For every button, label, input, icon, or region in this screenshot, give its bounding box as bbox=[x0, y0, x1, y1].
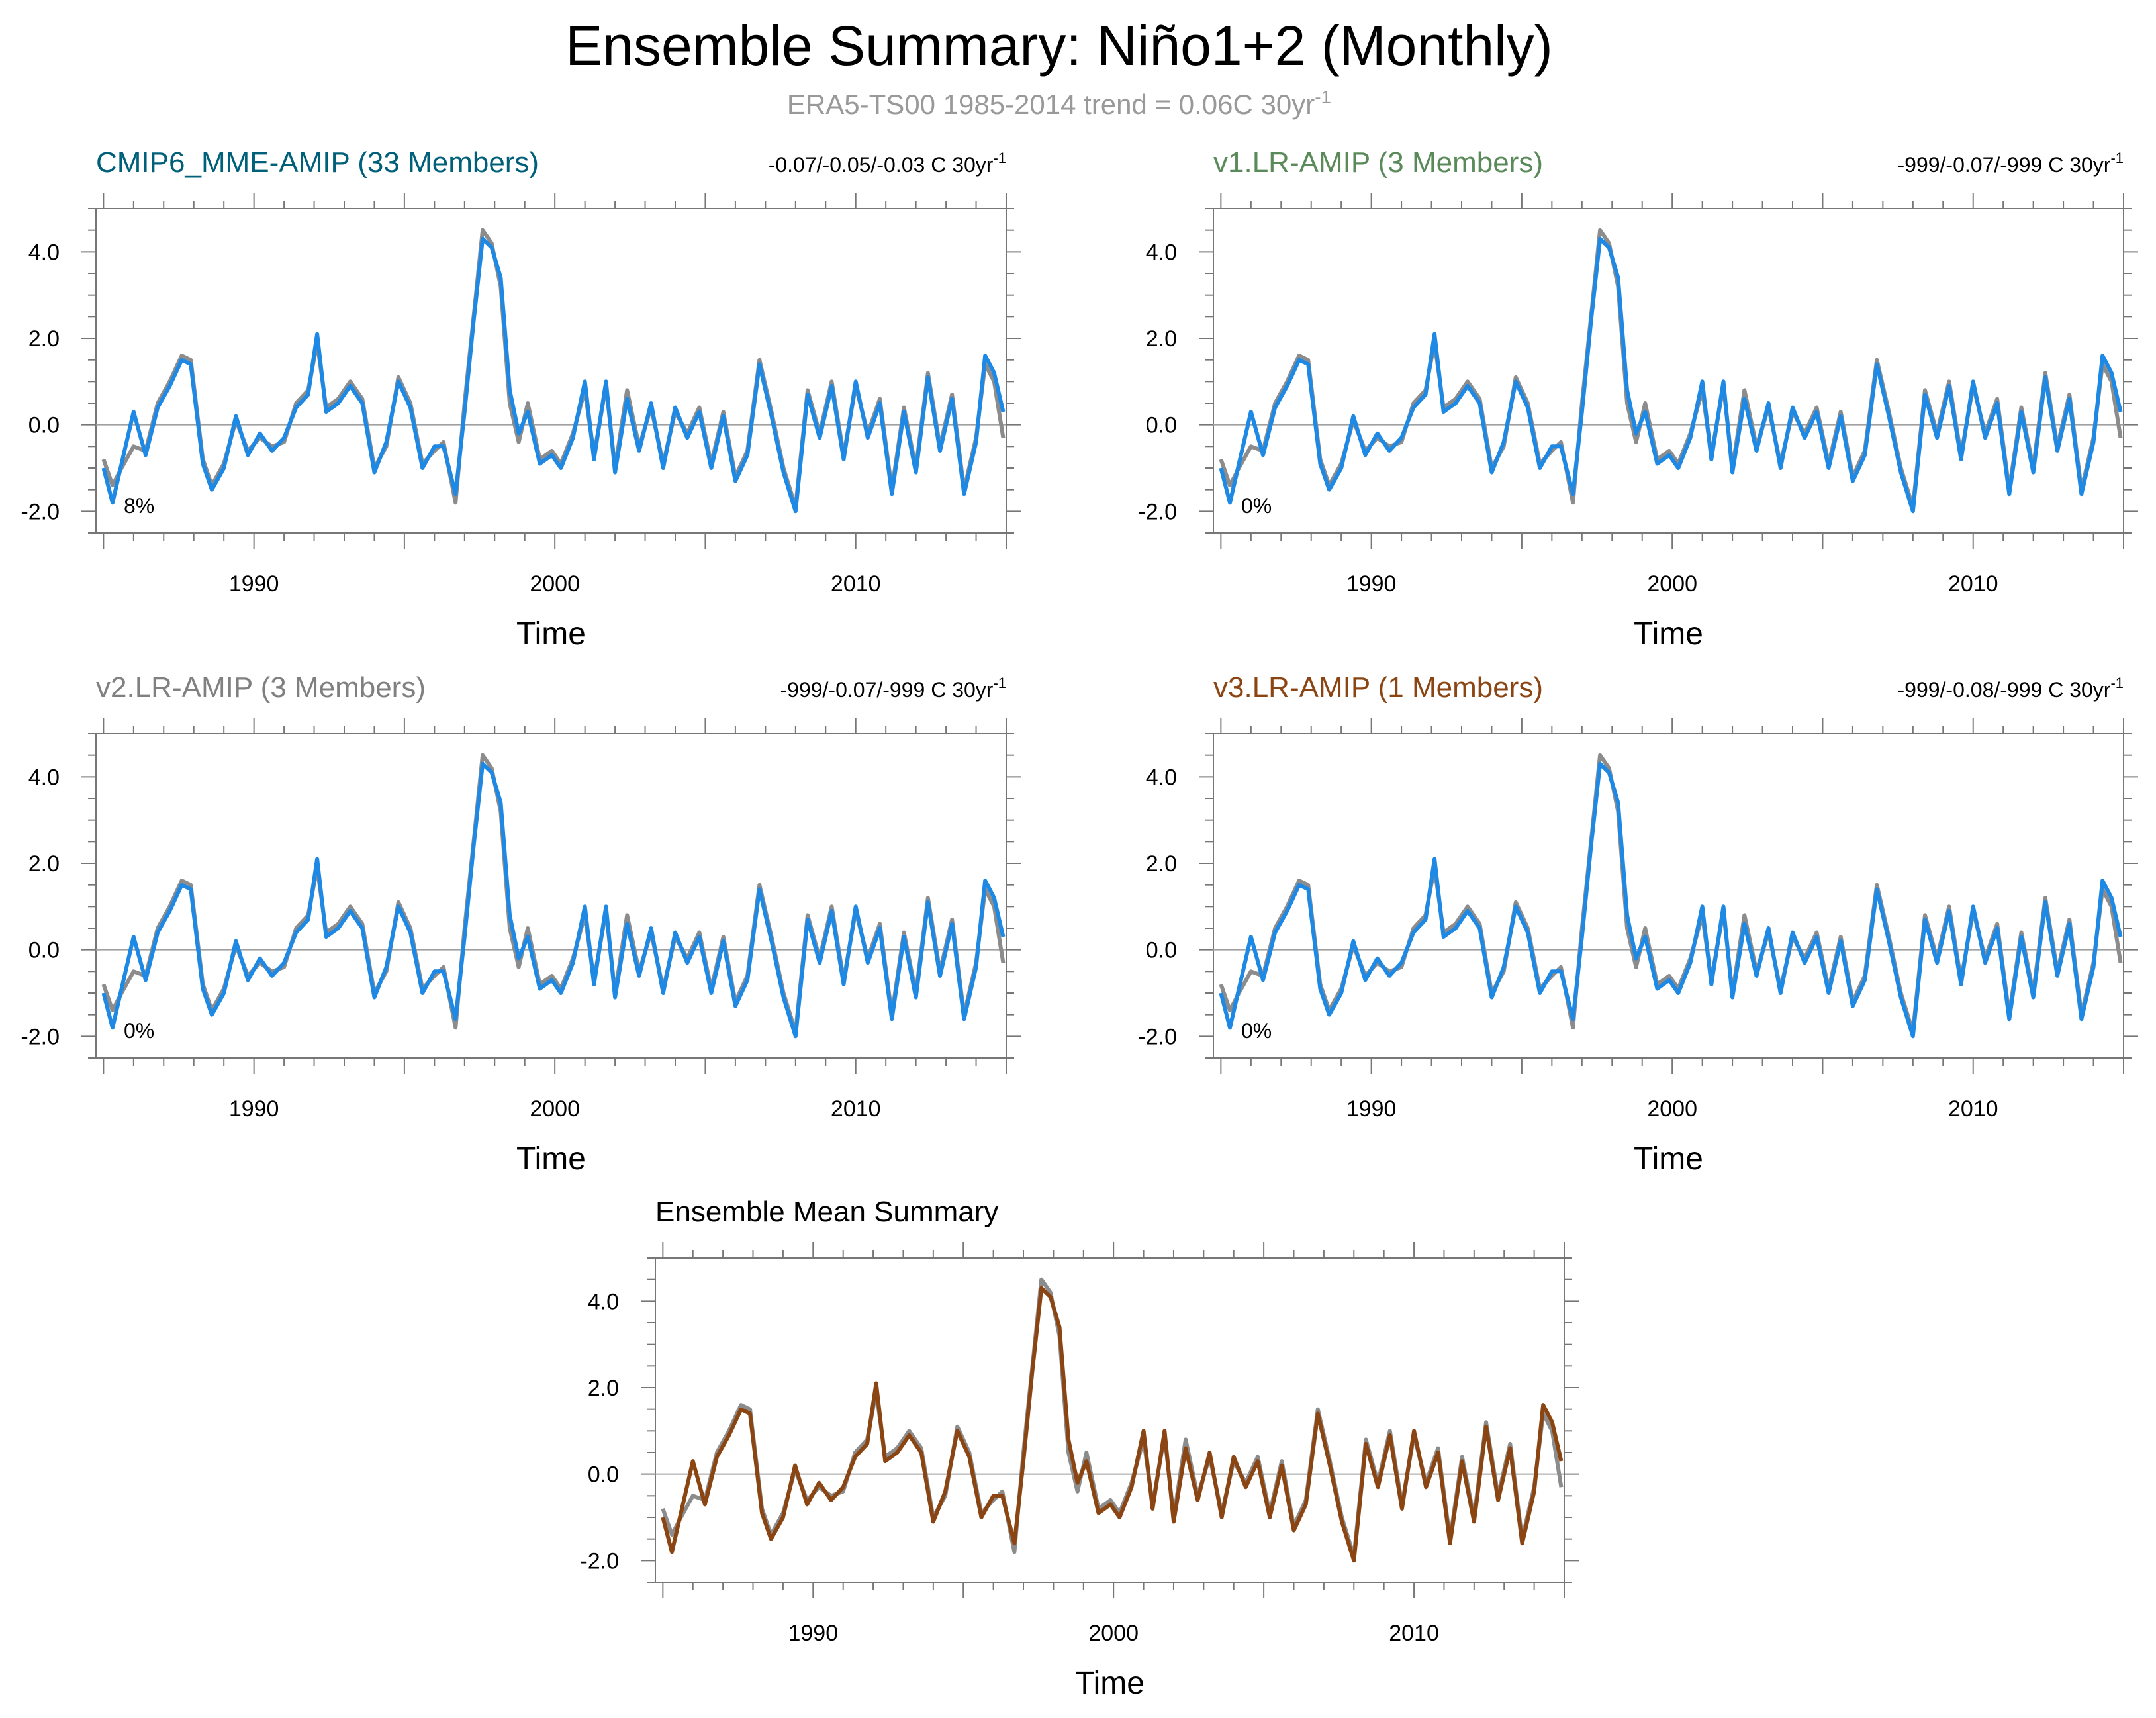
xaxis-label-mme: Time bbox=[516, 616, 586, 651]
subtitle-text: ERA5-TS00 1985-2014 trend = 0.06C 30yr bbox=[787, 89, 1315, 120]
panel-trend-mme: -0.07/-0.05/-0.03 C 30yr-1 bbox=[769, 150, 1006, 177]
ytick-label-v3: 4.0 bbox=[1146, 765, 1177, 790]
series-line-model-v2 bbox=[101, 761, 1006, 1039]
ytick-label-mean: 0.0 bbox=[588, 1462, 619, 1488]
plot-frame-v3 bbox=[1213, 733, 2124, 1059]
xaxis-label-v2: Time bbox=[516, 1141, 586, 1176]
xtick-label-mme: 2010 bbox=[831, 571, 881, 597]
ytick-label-v3: 2.0 bbox=[1146, 851, 1177, 877]
ytick-label-mean: -2.0 bbox=[580, 1549, 619, 1574]
xtick-label-mean: 2010 bbox=[1389, 1621, 1439, 1646]
panel-v2: v2.LR-AMIP (3 Members) -999/-0.07/-999 C … bbox=[21, 671, 1021, 1176]
pct-label-v2: 0% bbox=[124, 1019, 154, 1043]
pct-label-v1: 0% bbox=[1241, 494, 1272, 518]
ytick-label-v1: -2.0 bbox=[1138, 499, 1177, 524]
panel-trend-v1: -999/-0.07/-999 C 30yr-1 bbox=[1897, 150, 2124, 177]
series-group-v3 bbox=[1219, 753, 2123, 1039]
panel-mme: CMIP6_MME-AMIP (33 Members) -0.07/-0.05/-… bbox=[21, 146, 1021, 651]
panel-v3: v3.LR-AMIP (1 Members) -999/-0.08/-999 C … bbox=[1138, 671, 2138, 1176]
series-line-model-mme bbox=[101, 236, 1006, 514]
ytick-label-v1: 4.0 bbox=[1146, 240, 1177, 265]
series-line-model-v3 bbox=[1219, 761, 2123, 1039]
ytick-label-v2: 4.0 bbox=[28, 765, 60, 790]
ytick-label-v3: -2.0 bbox=[1138, 1024, 1177, 1049]
panel-mean: Ensemble Mean Summary -2.0 0.0 2.0 4.0 1990 20… bbox=[580, 1196, 1579, 1701]
xtick-label-mean: 1990 bbox=[788, 1621, 838, 1646]
plot-frame-v1 bbox=[1213, 208, 2124, 534]
xtick-label-v3: 1990 bbox=[1346, 1096, 1397, 1121]
panels-group: CMIP6_MME-AMIP (33 Members) -0.07/-0.05/-… bbox=[21, 146, 2138, 1701]
xtick-label-mme: 2000 bbox=[530, 571, 580, 597]
xtick-label-mme: 1990 bbox=[229, 571, 279, 597]
xtick-label-v2: 2000 bbox=[530, 1096, 580, 1121]
xaxis-label-v3: Time bbox=[1634, 1141, 1703, 1176]
panel-title-mean: Ensemble Mean Summary bbox=[655, 1196, 998, 1228]
xtick-label-v1: 2010 bbox=[1948, 571, 1998, 597]
ytick-label-mean: 4.0 bbox=[588, 1289, 619, 1314]
series-group-v2 bbox=[101, 753, 1006, 1039]
plot-frame-mme bbox=[95, 208, 1007, 534]
panel-trend-v3: -999/-0.08/-999 C 30yr-1 bbox=[1897, 675, 2124, 702]
pct-label-v3: 0% bbox=[1241, 1019, 1272, 1043]
panel-trend-v2: -999/-0.07/-999 C 30yr-1 bbox=[780, 675, 1006, 702]
ytick-label-v2: -2.0 bbox=[21, 1024, 60, 1049]
xtick-label-v3: 2000 bbox=[1647, 1096, 1697, 1121]
plot-frame-mean bbox=[655, 1257, 1565, 1583]
panel-title-v3: v3.LR-AMIP (1 Members) bbox=[1213, 671, 1543, 704]
xaxis-label-mean: Time bbox=[1075, 1666, 1145, 1701]
xtick-label-v2: 2010 bbox=[831, 1096, 881, 1121]
series-line-model-v1 bbox=[1219, 236, 2123, 514]
ytick-label-v3: 0.0 bbox=[1146, 938, 1177, 963]
series-line-model-mean bbox=[661, 1286, 1564, 1563]
xtick-label-v1: 2000 bbox=[1647, 571, 1697, 597]
ytick-label-v2: 0.0 bbox=[28, 938, 60, 963]
xtick-label-mean: 2000 bbox=[1088, 1621, 1139, 1646]
xtick-label-v1: 1990 bbox=[1346, 571, 1397, 597]
figure-subtitle: ERA5-TS00 1985-2014 trend = 0.06C 30yr-1 bbox=[787, 87, 1331, 120]
ytick-label-v2: 2.0 bbox=[28, 851, 60, 877]
series-group-mme bbox=[101, 228, 1006, 514]
panel-v1: v1.LR-AMIP (3 Members) -999/-0.07/-999 C … bbox=[1138, 146, 2138, 651]
ytick-label-v1: 0.0 bbox=[1146, 413, 1177, 438]
xtick-label-v3: 2010 bbox=[1948, 1096, 1998, 1121]
pct-label-mme: 8% bbox=[124, 494, 154, 518]
plot-frame-v2 bbox=[95, 733, 1007, 1059]
panel-title-v2: v2.LR-AMIP (3 Members) bbox=[96, 671, 426, 704]
xaxis-label-v1: Time bbox=[1634, 616, 1703, 651]
ytick-label-mme: 2.0 bbox=[28, 326, 60, 352]
xtick-label-v2: 1990 bbox=[229, 1096, 279, 1121]
ytick-label-v1: 2.0 bbox=[1146, 326, 1177, 352]
panel-title-v1: v1.LR-AMIP (3 Members) bbox=[1213, 146, 1543, 179]
series-group-v1 bbox=[1219, 228, 2123, 514]
panel-title-mme: CMIP6_MME-AMIP (33 Members) bbox=[96, 146, 539, 179]
ytick-label-mme: 4.0 bbox=[28, 240, 60, 265]
series-group-mean bbox=[661, 1277, 1564, 1563]
ytick-label-mme: -2.0 bbox=[21, 499, 60, 524]
ytick-label-mme: 0.0 bbox=[28, 413, 60, 438]
ytick-label-mean: 2.0 bbox=[588, 1376, 619, 1401]
figure-title: Ensemble Summary: Niño1+2 (Monthly) bbox=[565, 15, 1553, 77]
subtitle-superscript: -1 bbox=[1315, 87, 1331, 107]
